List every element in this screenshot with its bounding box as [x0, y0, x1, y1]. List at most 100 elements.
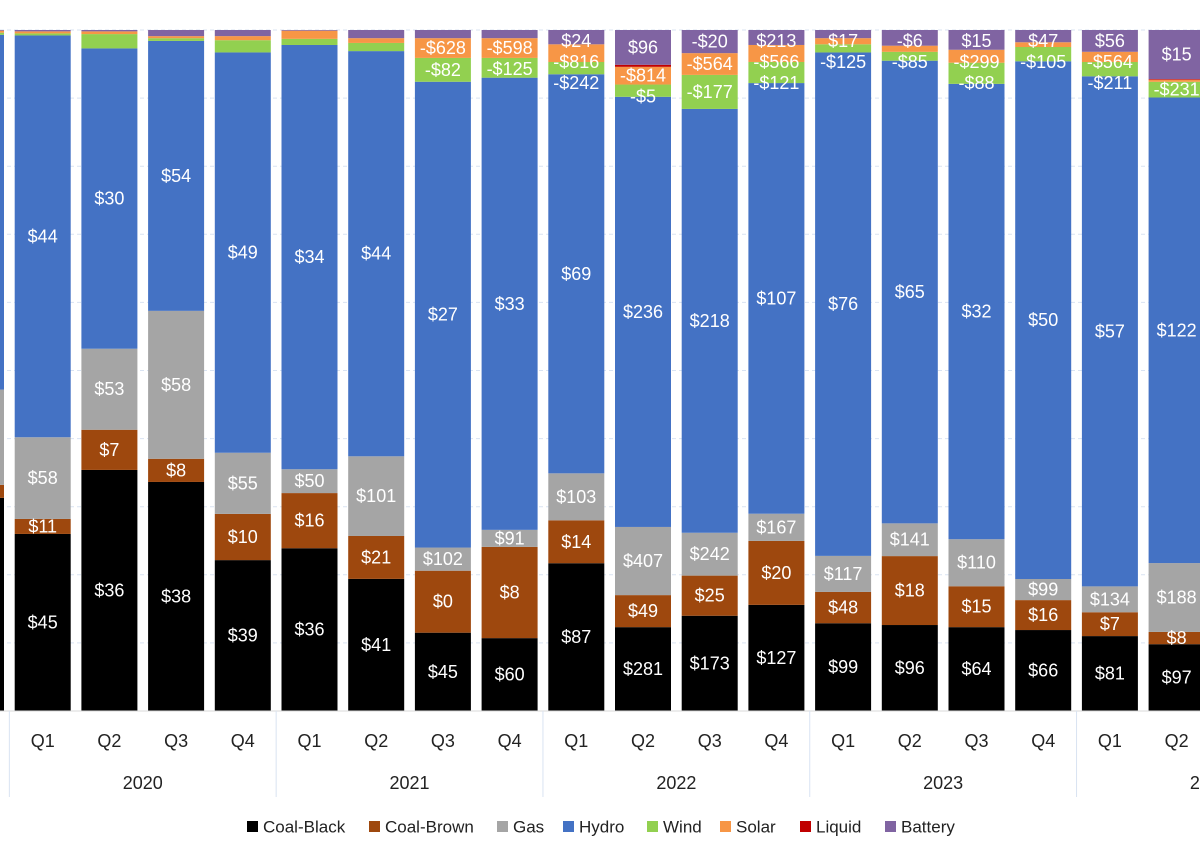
year-tick-label: 2020	[123, 773, 163, 793]
bar-segment-battery	[815, 30, 872, 39]
quarter-tick-label: Q3	[698, 731, 722, 751]
data-label: -$564	[687, 54, 733, 74]
bar-segment-gas	[148, 310, 205, 459]
bar-segment-coal-brown	[815, 591, 872, 624]
data-label: -$814	[620, 66, 666, 86]
bar-segment-wind	[948, 62, 1005, 84]
bar-segment-liquid	[615, 64, 671, 67]
data-label: $236	[623, 302, 663, 322]
bar-segment-hydro	[748, 83, 805, 514]
data-label: -$105	[1020, 52, 1066, 72]
bar-segment-coal-brown	[1081, 612, 1138, 637]
bar-segment-wind	[1015, 47, 1072, 62]
quarter-tick-label: Q1	[31, 731, 55, 751]
data-label: $213	[756, 31, 796, 51]
data-label: $50	[1028, 310, 1058, 330]
bar-segment-solar	[815, 38, 872, 45]
bar-segment-gas	[214, 452, 271, 514]
bar-segment-coal-black	[815, 623, 872, 711]
bar-segment-coal-black	[1148, 644, 1200, 711]
bar-segment-wind	[348, 42, 405, 52]
bar-segment-gas	[1148, 563, 1200, 632]
data-label: -$88	[958, 73, 994, 93]
bar-segment-liquid	[1148, 79, 1200, 80]
bar-segment-gas	[948, 539, 1005, 587]
bar-segment-battery	[348, 30, 405, 39]
quarter-tick-label: Q2	[1165, 731, 1189, 751]
data-label: $8	[500, 583, 520, 603]
bar-segment-solar	[681, 53, 738, 75]
bar-segment-wind	[815, 44, 872, 53]
bar-segment-coal-brown	[881, 556, 938, 626]
bar-segment-solar	[881, 45, 938, 52]
data-label: -$231	[1154, 80, 1200, 100]
bar-segment-solar	[281, 30, 338, 39]
year-tick-label: 2024	[1190, 773, 1200, 793]
data-label: $69	[561, 264, 591, 284]
data-label: $0	[433, 592, 453, 612]
bar-segment-gas	[348, 456, 405, 536]
bar-segment-coal-black	[881, 625, 938, 711]
data-label: $122	[1157, 320, 1197, 340]
bar-segment-battery	[14, 30, 71, 32]
data-label: $167	[756, 517, 796, 537]
data-label: $141	[890, 530, 930, 550]
data-label: $44	[28, 226, 58, 246]
data-label: -$211	[1088, 73, 1133, 93]
data-label: $20	[761, 563, 791, 583]
quarter-tick-label: Q2	[898, 731, 922, 751]
data-label: $45	[428, 662, 458, 682]
x-axis: Q1 Q2 Q3 Q4 Q1 Q2 Q3 Q4 Q1 Q2 Q3 Q4 Q1 Q2 Q3 Q4 Q1 Q2 2020…	[0, 710, 1200, 797]
legend: Coal-Black Coal-Brown Gas Hydro Wind Solar Liq…	[247, 818, 955, 837]
bar-segment-gas	[681, 532, 738, 576]
bar-segment-gas	[1081, 586, 1138, 613]
legend-label: Hydro	[579, 818, 624, 837]
quarter-tick-label: Q1	[297, 731, 321, 751]
data-label: $66	[1028, 661, 1058, 681]
data-label: $407	[623, 551, 663, 571]
data-label: $36	[294, 620, 324, 640]
bar-segment-hydro	[81, 48, 138, 349]
data-label: $39	[228, 626, 258, 646]
data-label: $38	[161, 586, 191, 606]
quarter-tick-label: Q2	[97, 731, 121, 751]
bar-segment-coal-black	[81, 469, 138, 711]
bar-segment-battery	[948, 30, 1005, 50]
bar-segment-coal-black	[1081, 636, 1138, 711]
bar-segment-solar	[214, 36, 271, 41]
legend-swatch-coal-black	[247, 821, 258, 832]
bar-segment-hydro	[615, 96, 671, 527]
bar-segment-coal-black	[548, 563, 605, 711]
bar-segment-coal-black	[681, 615, 738, 711]
bar-segment-battery	[681, 30, 738, 54]
legend-label: Gas	[513, 818, 544, 837]
data-label: $134	[1090, 589, 1130, 609]
data-label: $15	[961, 31, 991, 51]
bar-segment-hydro	[281, 44, 338, 470]
bar-segment-coal-black	[948, 627, 1005, 711]
data-label: $10	[228, 527, 258, 547]
data-label: $18	[895, 581, 925, 601]
data-label: $96	[895, 658, 925, 678]
legend-label: Wind	[663, 818, 702, 837]
bar-segment-wind	[548, 62, 605, 75]
bar-segment-gas	[81, 348, 138, 430]
data-label: $30	[94, 189, 124, 209]
bar-segment-hydro	[348, 51, 405, 457]
bar-segment-wind	[148, 38, 205, 41]
bar-segment-gas	[548, 473, 605, 521]
data-label: $102	[423, 549, 463, 569]
bar-segment-wind	[881, 51, 938, 61]
data-label: -$242	[553, 73, 599, 93]
bar-segment-coal-brown	[1015, 600, 1072, 631]
bar-segment-battery	[81, 30, 138, 32]
data-label: $32	[961, 302, 991, 322]
bar-segment-battery	[881, 30, 938, 46]
bar-segment-battery	[1148, 30, 1200, 80]
bar-segment-wind	[615, 84, 671, 97]
data-label: $16	[1028, 605, 1058, 625]
bar-segment-hydro	[548, 74, 605, 474]
data-label: -$85	[892, 52, 928, 72]
bar-segment-coal-brown	[948, 586, 1005, 628]
legend-label: Battery	[901, 818, 955, 837]
